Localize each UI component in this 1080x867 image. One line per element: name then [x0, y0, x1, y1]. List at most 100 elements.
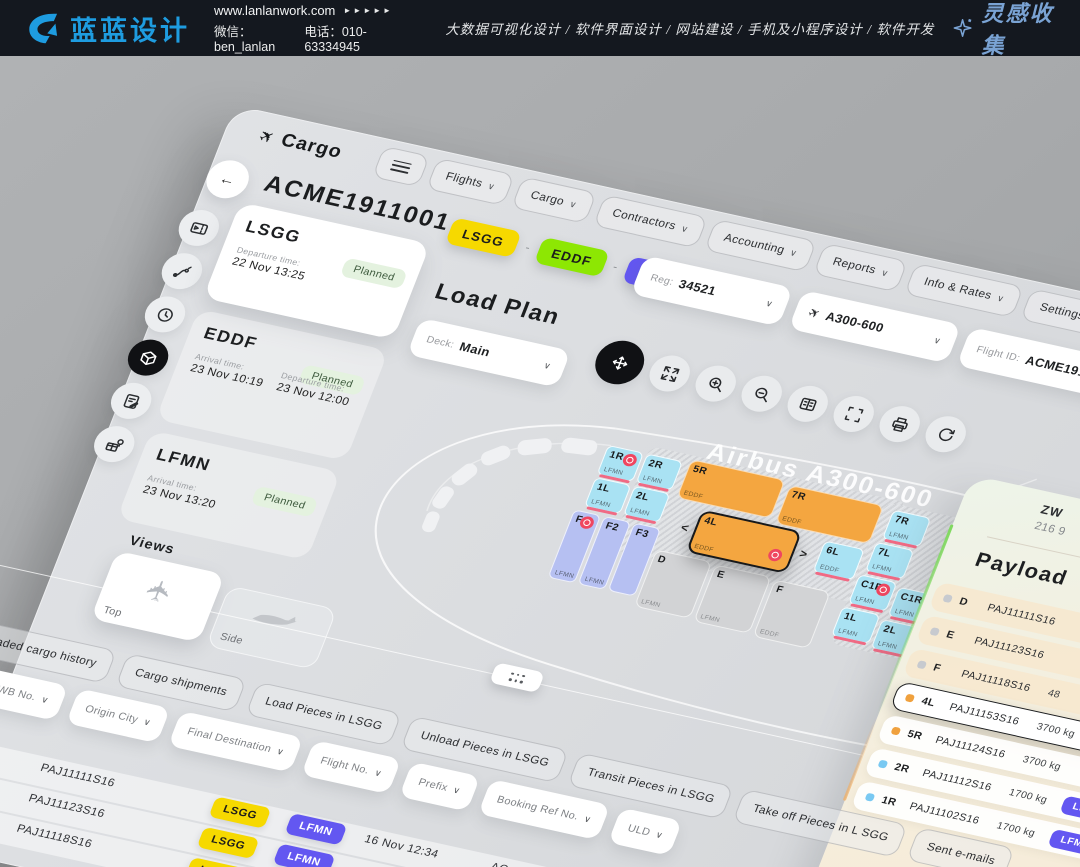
route-separator: [523, 240, 532, 254]
rail-item-manifest-icon[interactable]: [105, 379, 157, 423]
rail-item-clock-icon[interactable]: [139, 292, 191, 337]
tool-refresh-button[interactable]: [919, 412, 972, 456]
tool-fit-button[interactable]: [827, 392, 880, 436]
nav-item-reports[interactable]: Reports: [812, 242, 909, 293]
nav-item-label: Reports: [830, 256, 878, 277]
position-label: 2L: [634, 490, 651, 504]
nav-item-cargo[interactable]: Cargo: [510, 176, 597, 224]
uld-color-dot: [929, 627, 941, 637]
tool-print-button[interactable]: [873, 402, 926, 446]
payload-position: 4L: [919, 695, 937, 710]
uld-color-dot: [890, 726, 902, 736]
filter-label: AWB No.: [0, 682, 38, 704]
position-label: 6L: [824, 545, 842, 559]
views-label: Views: [127, 532, 178, 557]
position-airport: LFMN: [553, 569, 576, 580]
filter-flight-no[interactable]: Flight No.: [301, 740, 402, 795]
back-button[interactable]: ←: [200, 156, 255, 203]
nav-item-contractors[interactable]: Contractors: [592, 194, 709, 249]
load-plan-title: Load Plan: [431, 278, 565, 330]
rail-item-route-icon[interactable]: [156, 249, 208, 293]
collect-label: 灵感收集: [981, 1, 1054, 58]
weight-code: ZW: [1038, 502, 1066, 521]
tool-zoom-in-button[interactable]: [689, 361, 742, 406]
payload-position: 1R: [879, 794, 899, 809]
filter-awb-no[interactable]: AWB No.: [0, 667, 69, 721]
flight-id-field[interactable]: Flight ID: ACME1911001: [956, 326, 1080, 412]
agency-services: 大数据可视化设计 / 软件界面设计 / 网站建设 / 手机及小程序设计 / 软件…: [445, 22, 935, 37]
agency-website[interactable]: www.lanlanwork.com: [214, 2, 336, 18]
plane-side-view-icon: [252, 614, 297, 625]
tool-zoom-out-button[interactable]: [735, 372, 788, 416]
uld-color-dot: [942, 593, 954, 604]
nav-item-flights[interactable]: Flights: [425, 157, 515, 206]
agency-contact: www.lanlanwork.com ►►►►► 微信：ben_lanlan 电…: [214, 3, 393, 54]
payload-package: PAJ11153S16: [947, 701, 1022, 728]
position-airport: LFMN: [876, 640, 899, 651]
app-name: Cargo: [277, 130, 346, 163]
agency-logo-icon: [29, 13, 58, 43]
position-airport: EDDF: [693, 543, 715, 554]
payload-weight: 3700 kg: [1021, 753, 1063, 773]
payload-position: F: [931, 661, 943, 675]
chevron-down-icon: [654, 829, 665, 841]
weight-value: 216 9: [1032, 520, 1068, 538]
tool-expand-button[interactable]: [643, 351, 696, 396]
stop-code: LFMN: [153, 445, 214, 475]
menu-button[interactable]: [371, 145, 431, 188]
nav-item-settings[interactable]: Settings: [1019, 288, 1080, 339]
chevron-down-icon: [568, 199, 579, 211]
payload-package: PAJ11123S16: [972, 634, 1047, 662]
route-tag-eddf[interactable]: EDDF: [534, 236, 610, 278]
position-airport: LFMN: [641, 474, 664, 486]
reg-select[interactable]: Reg: 34521: [630, 255, 794, 327]
tab-label: Cargo shipments: [133, 667, 229, 699]
rail-item-boarding-pass-icon[interactable]: [173, 206, 225, 250]
nav-item-label: Settings: [1037, 301, 1080, 323]
chevron-down-icon: [879, 267, 890, 279]
payload-package: PAJ11102S16: [907, 800, 982, 827]
position-airport: LFMN: [590, 498, 612, 510]
payload-weight: 1700 kg: [1007, 786, 1049, 806]
sparkle-icon: [953, 18, 972, 37]
filter-origin-city[interactable]: Origin City: [65, 688, 171, 744]
rail-item-cargo-box-icon[interactable]: [122, 336, 174, 380]
chevron-down-icon: [373, 767, 384, 779]
promo-banner: 蓝蓝设计 www.lanlanwork.com ►►►►► 微信：ben_lan…: [0, 0, 1080, 58]
filter-label: Prefix: [416, 776, 450, 794]
alert-badge: [766, 547, 784, 563]
app-logo[interactable]: ✈ Cargo: [256, 125, 346, 163]
inspiration-collect[interactable]: 灵感收集: [952, 0, 1054, 60]
tab-offloaded-cargo-history[interactable]: Offloaded cargo history: [0, 616, 117, 684]
left-toolbar: [88, 206, 225, 466]
nav-item-label: Info & Rates: [922, 276, 994, 302]
uld-color-dot: [904, 693, 916, 703]
nav-item-info-rates[interactable]: Info & Rates: [904, 262, 1025, 318]
filter-label: ULD: [625, 822, 653, 839]
view-top-button[interactable]: ✈ Top: [90, 550, 226, 643]
payload-package: PAJ11118S16: [959, 668, 1033, 695]
time-group: Departure time: 22 Nov 13:25: [230, 245, 311, 283]
route-tag-lsgg[interactable]: LSGG: [444, 217, 522, 258]
uld-color-dot: [877, 759, 889, 769]
nav-item-accounting[interactable]: Accounting: [704, 218, 818, 273]
payload-position: E: [944, 628, 957, 642]
filter-uld[interactable]: ULD: [608, 807, 683, 856]
desktop-background: ✈ Cargo Flights Cargo Contractors Accountin…: [0, 56, 1080, 867]
payload-position: 5R: [905, 728, 925, 743]
chevron-down-icon: [764, 298, 775, 310]
position-airport: EDDF: [818, 563, 841, 575]
agency-wechat: 微信：ben_lanlan: [214, 24, 276, 54]
tool-legend-button[interactable]: [781, 382, 834, 426]
chevron-down-icon: [40, 694, 51, 706]
position-airport: LFMN: [602, 466, 625, 477]
agency-name: 蓝蓝设计: [70, 15, 190, 46]
tool-move-button[interactable]: [588, 336, 651, 389]
hamburger-icon: [390, 159, 412, 174]
position-airport: LFMN: [583, 575, 606, 587]
chevron-down-icon: [451, 784, 462, 796]
filter-label: Origin City: [83, 703, 140, 726]
rail-item-package-pin-icon[interactable]: [88, 422, 141, 466]
agency-brand: 蓝蓝设计: [26, 9, 190, 48]
filter-prefix[interactable]: Prefix: [398, 761, 481, 812]
